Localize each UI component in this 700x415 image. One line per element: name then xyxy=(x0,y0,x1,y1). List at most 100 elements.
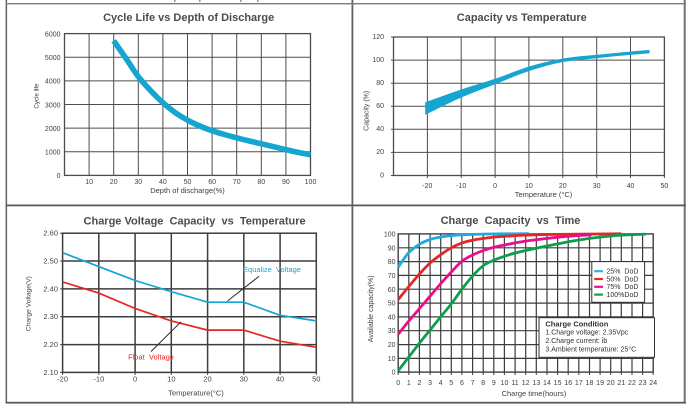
svg-text:3.Ambient temperature: 25°C: 3.Ambient temperature: 25°C xyxy=(545,346,636,354)
svg-text:19: 19 xyxy=(596,380,604,387)
svg-text:25% DoD: 25% DoD xyxy=(607,269,639,276)
svg-text:13: 13 xyxy=(532,380,540,387)
svg-text:21: 21 xyxy=(617,380,625,387)
svg-text:80: 80 xyxy=(376,80,384,87)
svg-text:80: 80 xyxy=(388,259,396,266)
svg-text:0: 0 xyxy=(380,172,384,179)
svg-text:18: 18 xyxy=(586,380,594,387)
svg-text:2.Charge current: i̇b: 2.Charge current: i̇b xyxy=(545,337,607,345)
svg-text:40: 40 xyxy=(276,375,284,384)
svg-text:Float Voltage: Float Voltage xyxy=(128,353,174,362)
svg-text:Temperature (°C): Temperature (°C) xyxy=(515,190,573,199)
svg-text:2.30: 2.30 xyxy=(43,312,58,321)
svg-text:11: 11 xyxy=(511,380,518,387)
svg-text:60: 60 xyxy=(376,103,384,110)
svg-text:Equalize Voltage: Equalize Voltage xyxy=(243,265,301,274)
svg-text:Depth of discharge(%): Depth of discharge(%) xyxy=(150,186,225,195)
svg-text:-10: -10 xyxy=(93,375,104,384)
svg-text:30: 30 xyxy=(593,183,601,190)
svg-text:5000: 5000 xyxy=(45,55,61,62)
svg-text:40: 40 xyxy=(627,183,635,190)
svg-text:100%DoD: 100%DoD xyxy=(607,292,639,299)
svg-text:5: 5 xyxy=(449,380,453,387)
svg-text:2.40: 2.40 xyxy=(43,284,58,293)
svg-text:10: 10 xyxy=(501,380,509,387)
svg-text:23: 23 xyxy=(639,380,647,387)
svg-text:16: 16 xyxy=(564,380,572,387)
svg-text:Charge Capacity vs Time: Charge Capacity vs Time xyxy=(441,215,581,227)
svg-text:12: 12 xyxy=(522,380,530,387)
svg-text:-20: -20 xyxy=(422,183,432,190)
svg-text:20: 20 xyxy=(607,380,615,387)
svg-text:75% DoD: 75% DoD xyxy=(607,284,639,291)
svg-text:Temperature(°C): Temperature(°C) xyxy=(168,388,224,397)
svg-text:50: 50 xyxy=(184,179,192,186)
svg-text:6000: 6000 xyxy=(45,31,61,38)
svg-text:60: 60 xyxy=(388,287,396,294)
svg-text:22: 22 xyxy=(628,380,636,387)
svg-text:20: 20 xyxy=(559,183,567,190)
svg-text:30: 30 xyxy=(388,328,396,335)
svg-text:70: 70 xyxy=(233,179,241,186)
svg-text:30: 30 xyxy=(240,375,248,384)
svg-text:90: 90 xyxy=(282,179,290,186)
svg-text:40: 40 xyxy=(159,179,167,186)
svg-text:80: 80 xyxy=(257,179,265,186)
svg-text:10: 10 xyxy=(85,179,93,186)
svg-text:50: 50 xyxy=(388,301,396,308)
svg-text:60: 60 xyxy=(208,179,216,186)
svg-text:14: 14 xyxy=(543,380,551,387)
svg-text:4: 4 xyxy=(439,380,443,387)
svg-text:20: 20 xyxy=(376,149,384,156)
svg-text:20: 20 xyxy=(110,179,118,186)
svg-text:0: 0 xyxy=(133,375,137,384)
svg-text:2.50: 2.50 xyxy=(43,257,58,266)
svg-text:8: 8 xyxy=(481,380,485,387)
svg-text:70: 70 xyxy=(388,273,396,280)
svg-text:100: 100 xyxy=(384,231,396,238)
svg-text:20: 20 xyxy=(203,375,211,384)
svg-text:Charge Voltage Capacity vs: Charge Voltage Capacity vs Temperature xyxy=(84,216,306,228)
svg-text:6: 6 xyxy=(460,380,464,387)
svg-text:Charge time(hours): Charge time(hours) xyxy=(502,389,567,398)
svg-text:17: 17 xyxy=(575,380,583,387)
svg-text:0: 0 xyxy=(57,173,61,180)
svg-text:3000: 3000 xyxy=(45,102,61,109)
svg-text:90: 90 xyxy=(388,245,396,252)
svg-text:10: 10 xyxy=(525,183,533,190)
svg-text:0: 0 xyxy=(396,380,400,387)
svg-text:2.60: 2.60 xyxy=(43,229,58,238)
svg-text:3: 3 xyxy=(428,380,432,387)
svg-text:7: 7 xyxy=(471,380,475,387)
svg-text:50: 50 xyxy=(312,375,320,384)
svg-text:50% DoD: 50% DoD xyxy=(607,276,639,283)
svg-text:4000: 4000 xyxy=(45,79,61,86)
svg-text:Capacity (%): Capacity (%) xyxy=(364,91,371,131)
svg-text:9: 9 xyxy=(492,380,496,387)
svg-text:2.10: 2.10 xyxy=(43,368,58,377)
svg-text:50: 50 xyxy=(660,183,668,190)
svg-text:2: 2 xyxy=(417,380,421,387)
svg-text:1.Charge voltage: 2.35Vpc: 1.Charge voltage: 2.35Vpc xyxy=(545,330,628,337)
svg-text:120: 120 xyxy=(372,34,384,41)
svg-text:Available capacity(%): Available capacity(%) xyxy=(368,275,375,342)
svg-text:0: 0 xyxy=(493,183,497,190)
svg-text:Capacity vs Temperature: Capacity vs Temperature xyxy=(457,12,587,24)
svg-text:Charge Voltage(V): Charge Voltage(V) xyxy=(25,276,32,331)
svg-text:-20: -20 xyxy=(57,375,68,384)
svg-text:Cycle life: Cycle life xyxy=(34,83,41,109)
svg-text:40: 40 xyxy=(388,314,396,321)
svg-text:100: 100 xyxy=(372,57,384,64)
svg-text:10: 10 xyxy=(388,356,396,363)
svg-text:1: 1 xyxy=(407,380,411,387)
svg-text:10: 10 xyxy=(167,375,175,384)
svg-text:-10: -10 xyxy=(456,183,466,190)
svg-text:40: 40 xyxy=(376,126,384,133)
svg-text:Charge Condition: Charge Condition xyxy=(545,319,608,328)
svg-text:15: 15 xyxy=(554,380,562,387)
svg-text:1000: 1000 xyxy=(45,150,61,157)
svg-text:24: 24 xyxy=(649,380,657,387)
svg-text:2000: 2000 xyxy=(45,126,61,133)
svg-text:100: 100 xyxy=(305,179,317,186)
svg-text:20: 20 xyxy=(388,342,396,349)
